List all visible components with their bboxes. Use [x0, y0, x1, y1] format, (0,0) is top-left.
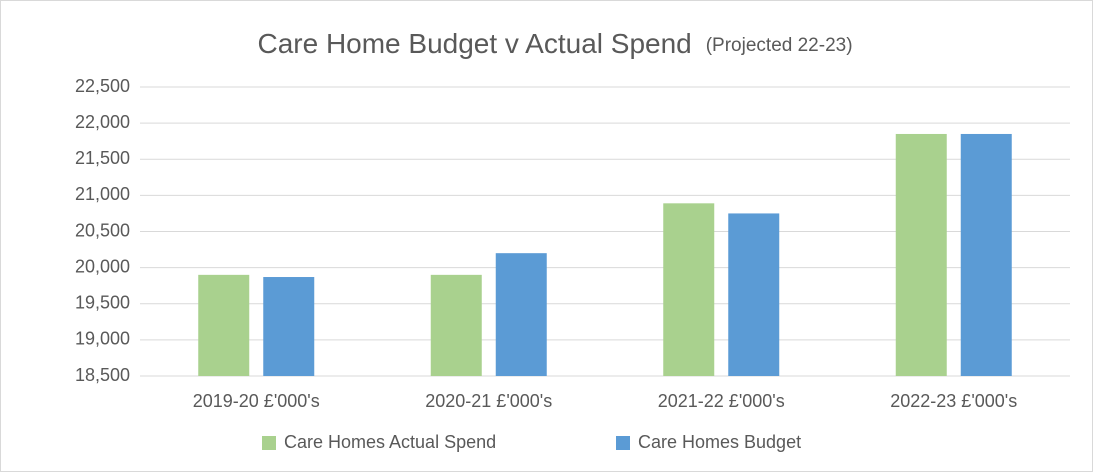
bar: [663, 203, 715, 376]
y-tick-label: 21,500: [75, 148, 130, 168]
bar: [895, 133, 947, 376]
bar: [728, 213, 780, 376]
y-tick-label: 21,000: [75, 184, 130, 204]
bar: [430, 274, 482, 376]
y-tick-label: 19,500: [75, 293, 130, 313]
legend-label: Care Homes Budget: [638, 432, 801, 452]
bar: [198, 274, 250, 376]
bar: [495, 253, 547, 376]
legend-swatch: [262, 436, 276, 450]
y-tick-label: 22,500: [75, 76, 130, 96]
legend-label: Care Homes Actual Spend: [284, 432, 496, 452]
y-tick-label: 18,500: [75, 365, 130, 385]
x-tick-label: 2021-22 £'000's: [658, 391, 785, 411]
x-tick-label: 2022-23 £'000's: [890, 391, 1017, 411]
y-tick-label: 20,000: [75, 256, 130, 276]
bar: [960, 133, 1012, 376]
x-tick-label: 2020-21 £'000's: [425, 391, 552, 411]
chart-subtitle: (Projected 22-23): [706, 35, 853, 56]
x-tick-label: 2019-20 £'000's: [193, 391, 320, 411]
legend-swatch: [616, 436, 630, 450]
bar: [263, 277, 315, 376]
chart-title: Care Home Budget v Actual Spend: [257, 28, 691, 59]
y-tick-label: 22,000: [75, 112, 130, 132]
y-tick-label: 19,000: [75, 329, 130, 349]
y-tick-label: 20,500: [75, 220, 130, 240]
chart-heading: Care Home Budget v Actual Spend (Projecte…: [257, 28, 852, 59]
